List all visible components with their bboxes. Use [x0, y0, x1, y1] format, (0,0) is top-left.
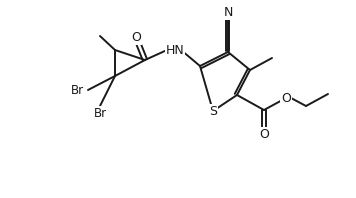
- Text: N: N: [223, 6, 233, 18]
- Text: HN: HN: [166, 44, 184, 56]
- Text: O: O: [131, 30, 141, 44]
- Text: Br: Br: [71, 84, 84, 96]
- Text: O: O: [281, 91, 291, 105]
- Text: O: O: [259, 128, 269, 141]
- Text: S: S: [209, 105, 217, 117]
- Text: Br: Br: [93, 107, 106, 120]
